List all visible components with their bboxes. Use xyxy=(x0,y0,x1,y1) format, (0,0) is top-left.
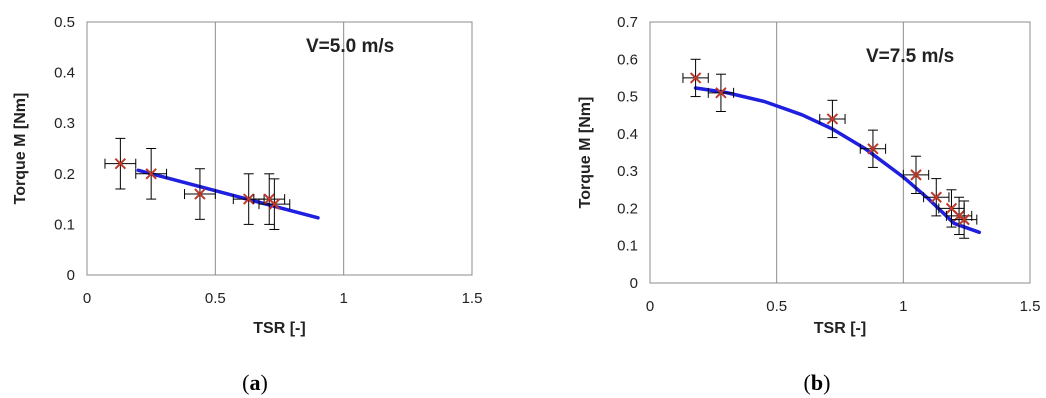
chart-a-y-tick-label: 0.3 xyxy=(54,115,75,132)
chart-b-y-tick-label: 0.1 xyxy=(617,238,638,255)
chart-b-x-tick-label: 0.5 xyxy=(766,298,787,315)
chart-a-x-tick-label: 0.5 xyxy=(205,290,226,307)
chart-b-y-tick-label: 0 xyxy=(630,275,638,292)
chart-a-x-axis-title: TSR [-] xyxy=(253,320,305,337)
chart-a-annotation: V=5.0 m/s xyxy=(306,36,394,57)
chart-a-plot-area xyxy=(87,22,472,275)
chart-b-x-axis-title: TSR [-] xyxy=(814,320,866,337)
chart-b-annotation: V=7.5 m/s xyxy=(866,46,954,67)
chart-a-y-tick-label: 0.1 xyxy=(54,216,75,233)
chart-a-x-tick-label: 1.5 xyxy=(462,290,483,307)
chart-a-y-axis-title: Torque M [Nm] xyxy=(12,93,29,205)
chart-b-caption: (b) xyxy=(804,370,831,395)
chart-b-y-tick-label: 0.6 xyxy=(617,51,638,68)
chart-b-y-tick-label: 0.2 xyxy=(617,200,638,217)
chart-b-plot-area xyxy=(650,22,1030,283)
chart-a-y-tick-label: 0.2 xyxy=(54,166,75,183)
chart-a-x-tick-label: 0 xyxy=(83,290,91,307)
chart-b-x-tick-label: 1 xyxy=(899,298,907,315)
chart-b-y-tick-label: 0.7 xyxy=(617,14,638,31)
chart-b-x-tick-label: 0 xyxy=(646,298,654,315)
chart-a-y-tick-label: 0.5 xyxy=(54,14,75,31)
chart-b-x-tick-label: 1.5 xyxy=(1020,298,1041,315)
chart-a-caption: (a) xyxy=(242,370,268,395)
chart-b-y-tick-label: 0.3 xyxy=(617,163,638,180)
chart-a-y-tick-label: 0.4 xyxy=(54,65,75,82)
chart-b-y-axis-title: Torque M [Nm] xyxy=(577,97,594,209)
chart-b-y-tick-label: 0.4 xyxy=(617,126,638,143)
chart-a-y-tick-label: 0 xyxy=(67,267,75,284)
chart-a-x-tick-label: 1 xyxy=(339,290,347,307)
chart-b-y-tick-label: 0.5 xyxy=(617,89,638,106)
chart-a: 0 0.5 1 1.5 0 0.1 0.2 0.3 0.4 0.5 V=5.0 m/s TSR [-]… xyxy=(12,14,482,395)
chart-b: 0 0.5 1 1.5 0 0.1 0.2 0.3 0.4 0.5 0.6 0.7 V=7.5 m/s T… xyxy=(577,14,1040,395)
